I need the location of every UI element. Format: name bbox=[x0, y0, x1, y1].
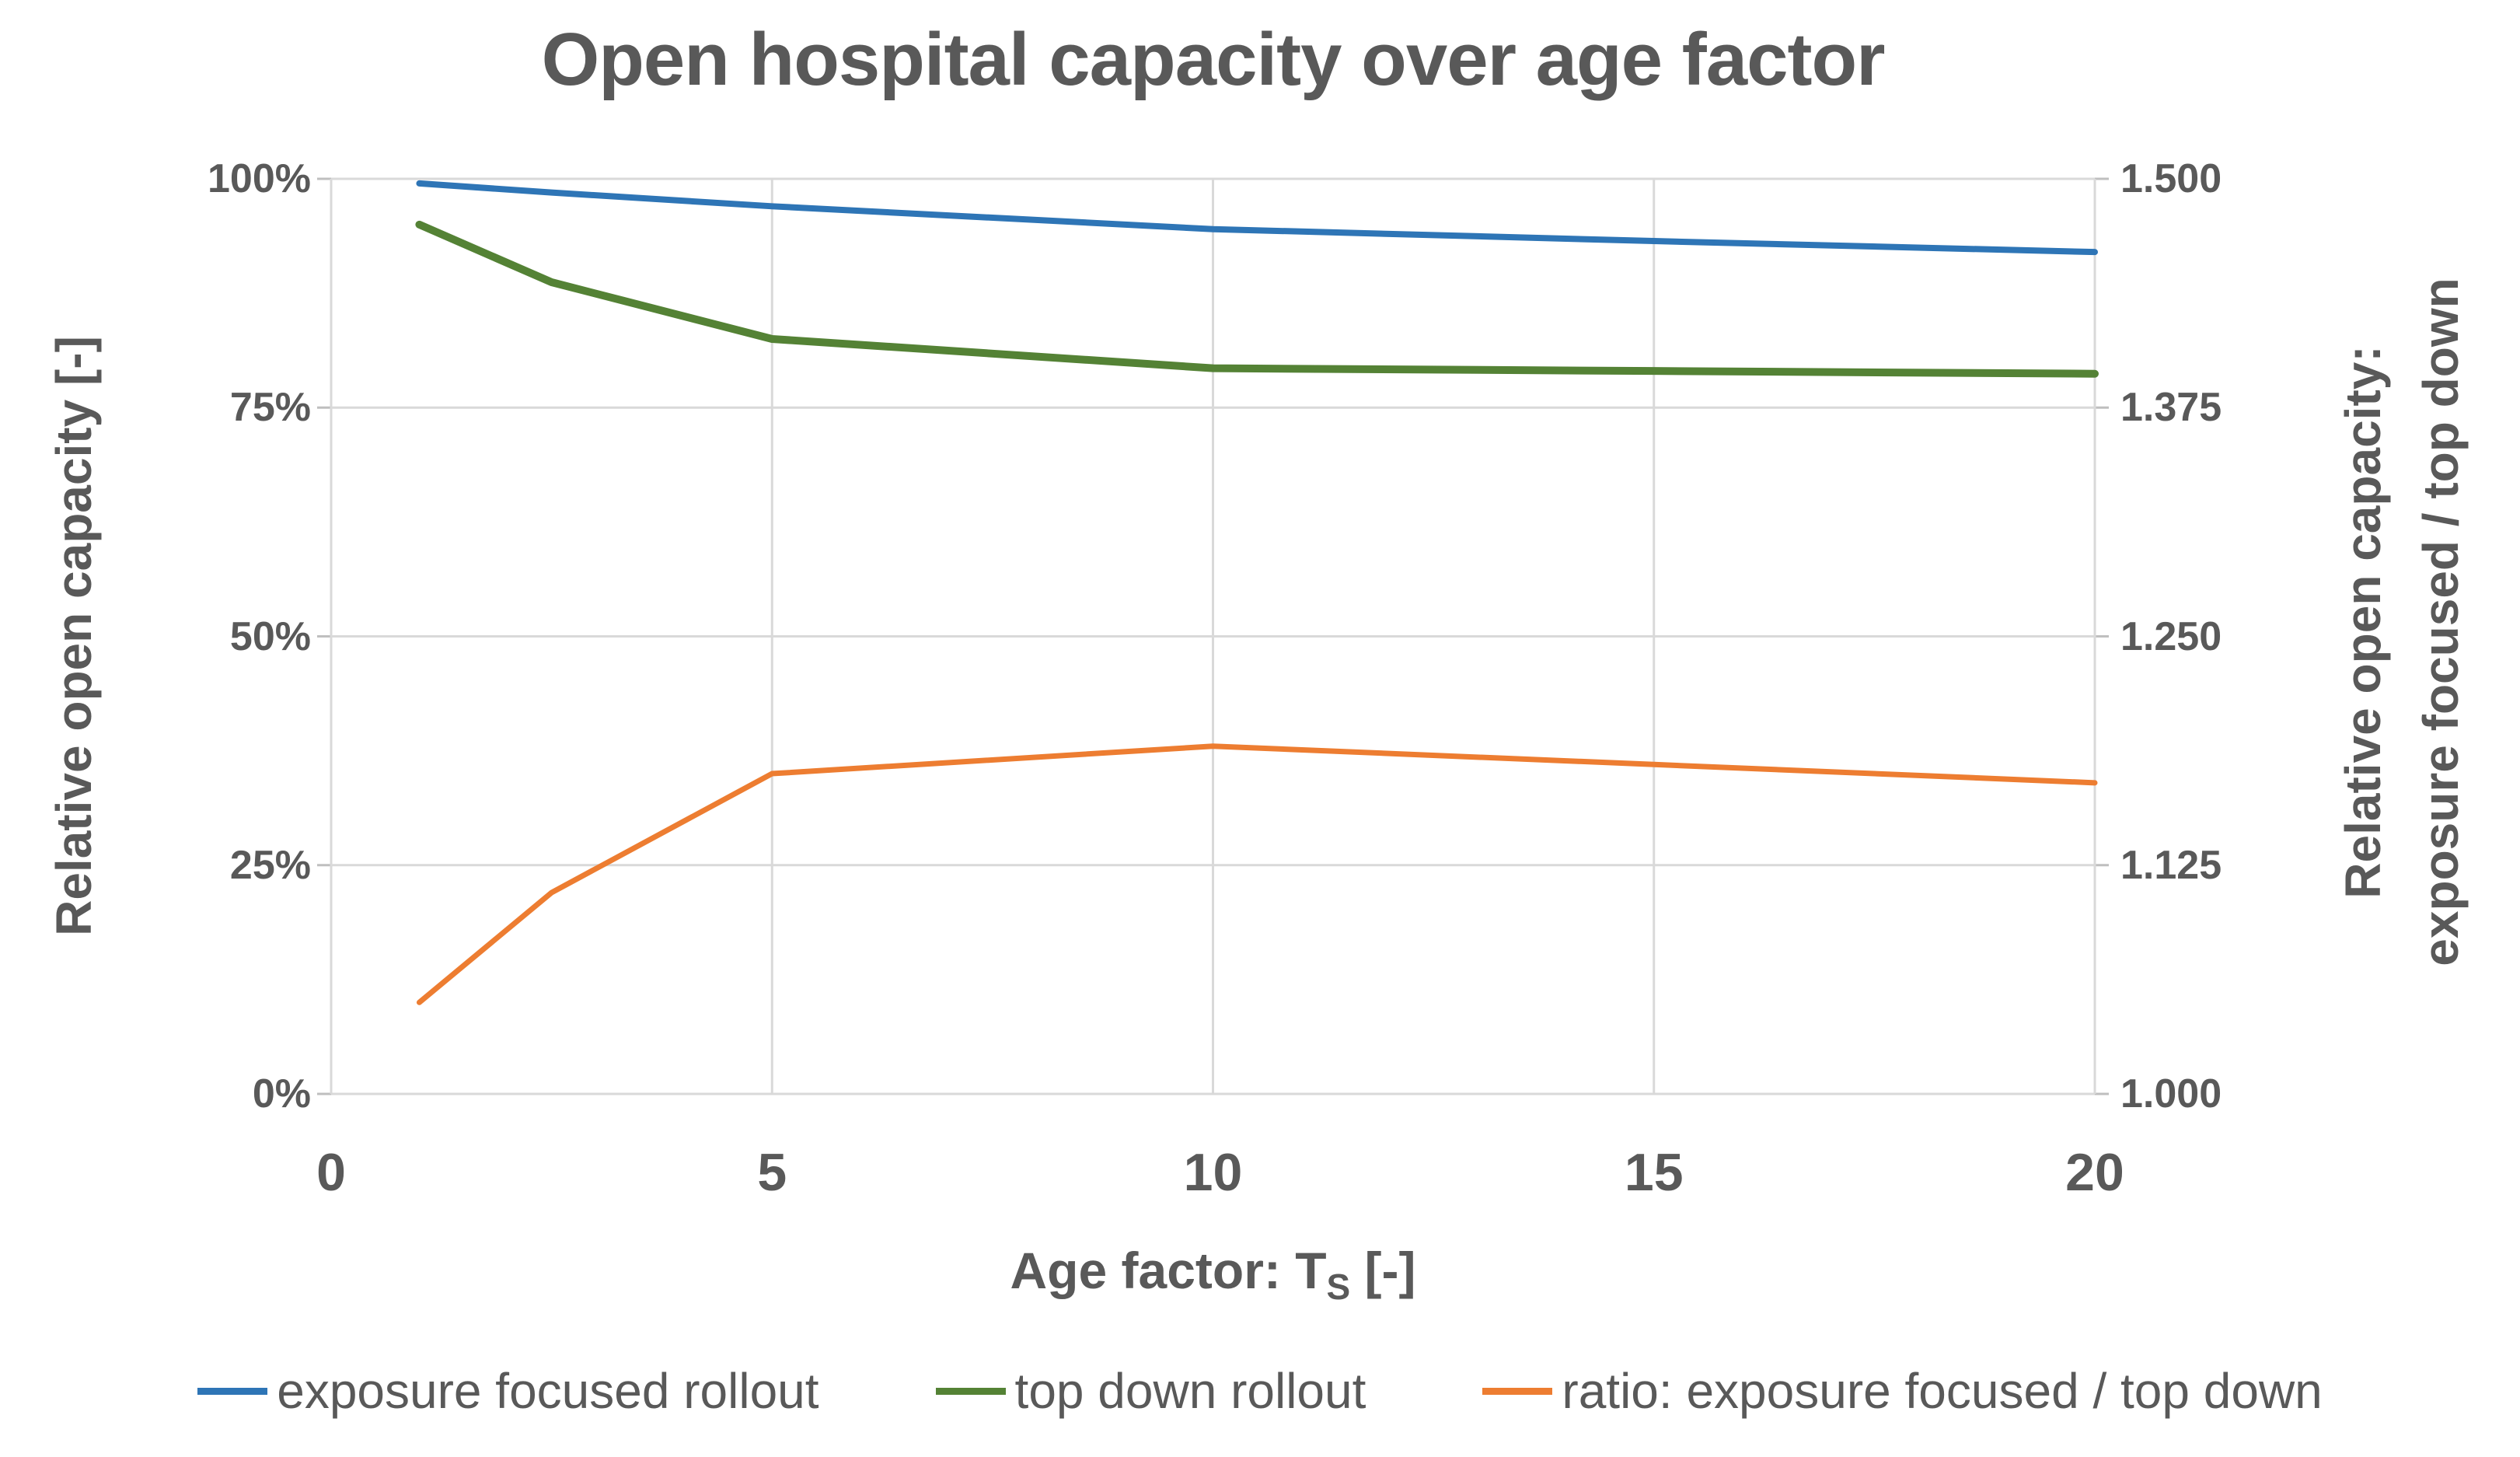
legend-swatch bbox=[935, 1387, 1006, 1395]
x-axis-tick-label: 20 bbox=[2065, 1143, 2124, 1202]
legend-item-2: top down rollout bbox=[935, 1362, 1366, 1420]
x-axis-tick-label: 10 bbox=[1183, 1143, 1243, 1202]
right-axis-title-line2: exposure focused / top down bbox=[2413, 278, 2469, 966]
x-axis-tick-label: 5 bbox=[757, 1143, 787, 1202]
series-line-2 bbox=[415, 220, 2099, 378]
legend-item-3: ratio: exposure focused / top down bbox=[1482, 1362, 2323, 1420]
right-axis-tick-label: 1.125 bbox=[2120, 842, 2222, 888]
right-axis-tick-label: 1.500 bbox=[2120, 156, 2222, 201]
left-axis-tick-label: 25% bbox=[229, 842, 311, 888]
left-axis-tick-label: 0% bbox=[252, 1071, 311, 1116]
left-axis-tick-label: 75% bbox=[229, 385, 311, 431]
series-line-1 bbox=[416, 180, 2098, 256]
left-axis-tick-label: 100% bbox=[208, 156, 311, 201]
x-axis-tick-label: 15 bbox=[1624, 1143, 1684, 1202]
left-axis-tick-label: 50% bbox=[229, 613, 311, 659]
x-axis-title-unit: [-] bbox=[1350, 1242, 1416, 1299]
x-axis-title-subscript: S bbox=[1326, 1267, 1351, 1307]
legend-label: ratio: exposure focused / top down bbox=[1562, 1363, 2323, 1419]
legend-swatch bbox=[1482, 1387, 1553, 1395]
legend-item-1: exposure focused rollout bbox=[197, 1362, 819, 1420]
legend: exposure focused rollout top down rollout… bbox=[0, 1362, 2520, 1420]
legend-label: exposure focused rollout bbox=[277, 1363, 819, 1419]
series-line-3 bbox=[416, 743, 2098, 1005]
x-axis-tick-label: 0 bbox=[316, 1143, 346, 1202]
right-axis-tick-label: 1.375 bbox=[2120, 385, 2222, 431]
x-axis-title: Age factor: TS [-] bbox=[331, 1241, 2095, 1308]
right-axis-tick-label: 1.000 bbox=[2120, 1071, 2222, 1116]
right-axis-tick-label: 1.250 bbox=[2120, 613, 2222, 659]
chart-title: Open hospital capacity over age factor bbox=[541, 18, 1886, 101]
legend-label: top down rollout bbox=[1014, 1363, 1366, 1419]
legend-swatch bbox=[197, 1387, 268, 1395]
x-axis-title-text: Age factor: T bbox=[1010, 1242, 1327, 1299]
